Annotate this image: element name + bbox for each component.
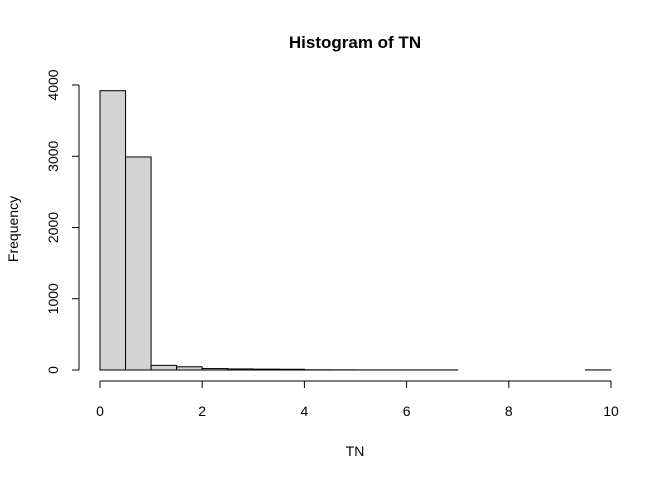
histogram-bar [227,368,254,371]
y-tick-label: 0 [45,366,61,374]
x-axis-title: TN [346,443,365,459]
histogram-bar [176,366,203,371]
histogram-bar [252,368,280,371]
x-tick-label: 2 [198,403,206,419]
histogram-bar [201,368,229,371]
chart-title: Histogram of TN [289,33,421,52]
histogram-bar [150,364,178,371]
y-axis: 0 1000 2000 3000 4000 [45,69,80,374]
x-tick-label: 4 [301,403,309,419]
y-tick-label: 1000 [45,283,61,314]
y-tick-label: 4000 [45,69,61,100]
y-axis-title: Frequency [5,196,21,262]
x-tick-label: 6 [403,403,411,419]
x-tick-label: 10 [603,403,619,419]
x-tick-label: 8 [505,403,513,419]
bars-group [99,90,612,371]
y-tick-label: 3000 [45,140,61,171]
y-tick-label: 2000 [45,212,61,243]
histogram-bar [278,368,305,371]
histogram-bar [99,90,127,371]
x-tick-label: 0 [96,403,104,419]
histogram-bar [125,156,152,371]
x-axis: 0 2 4 6 8 10 [96,380,619,419]
